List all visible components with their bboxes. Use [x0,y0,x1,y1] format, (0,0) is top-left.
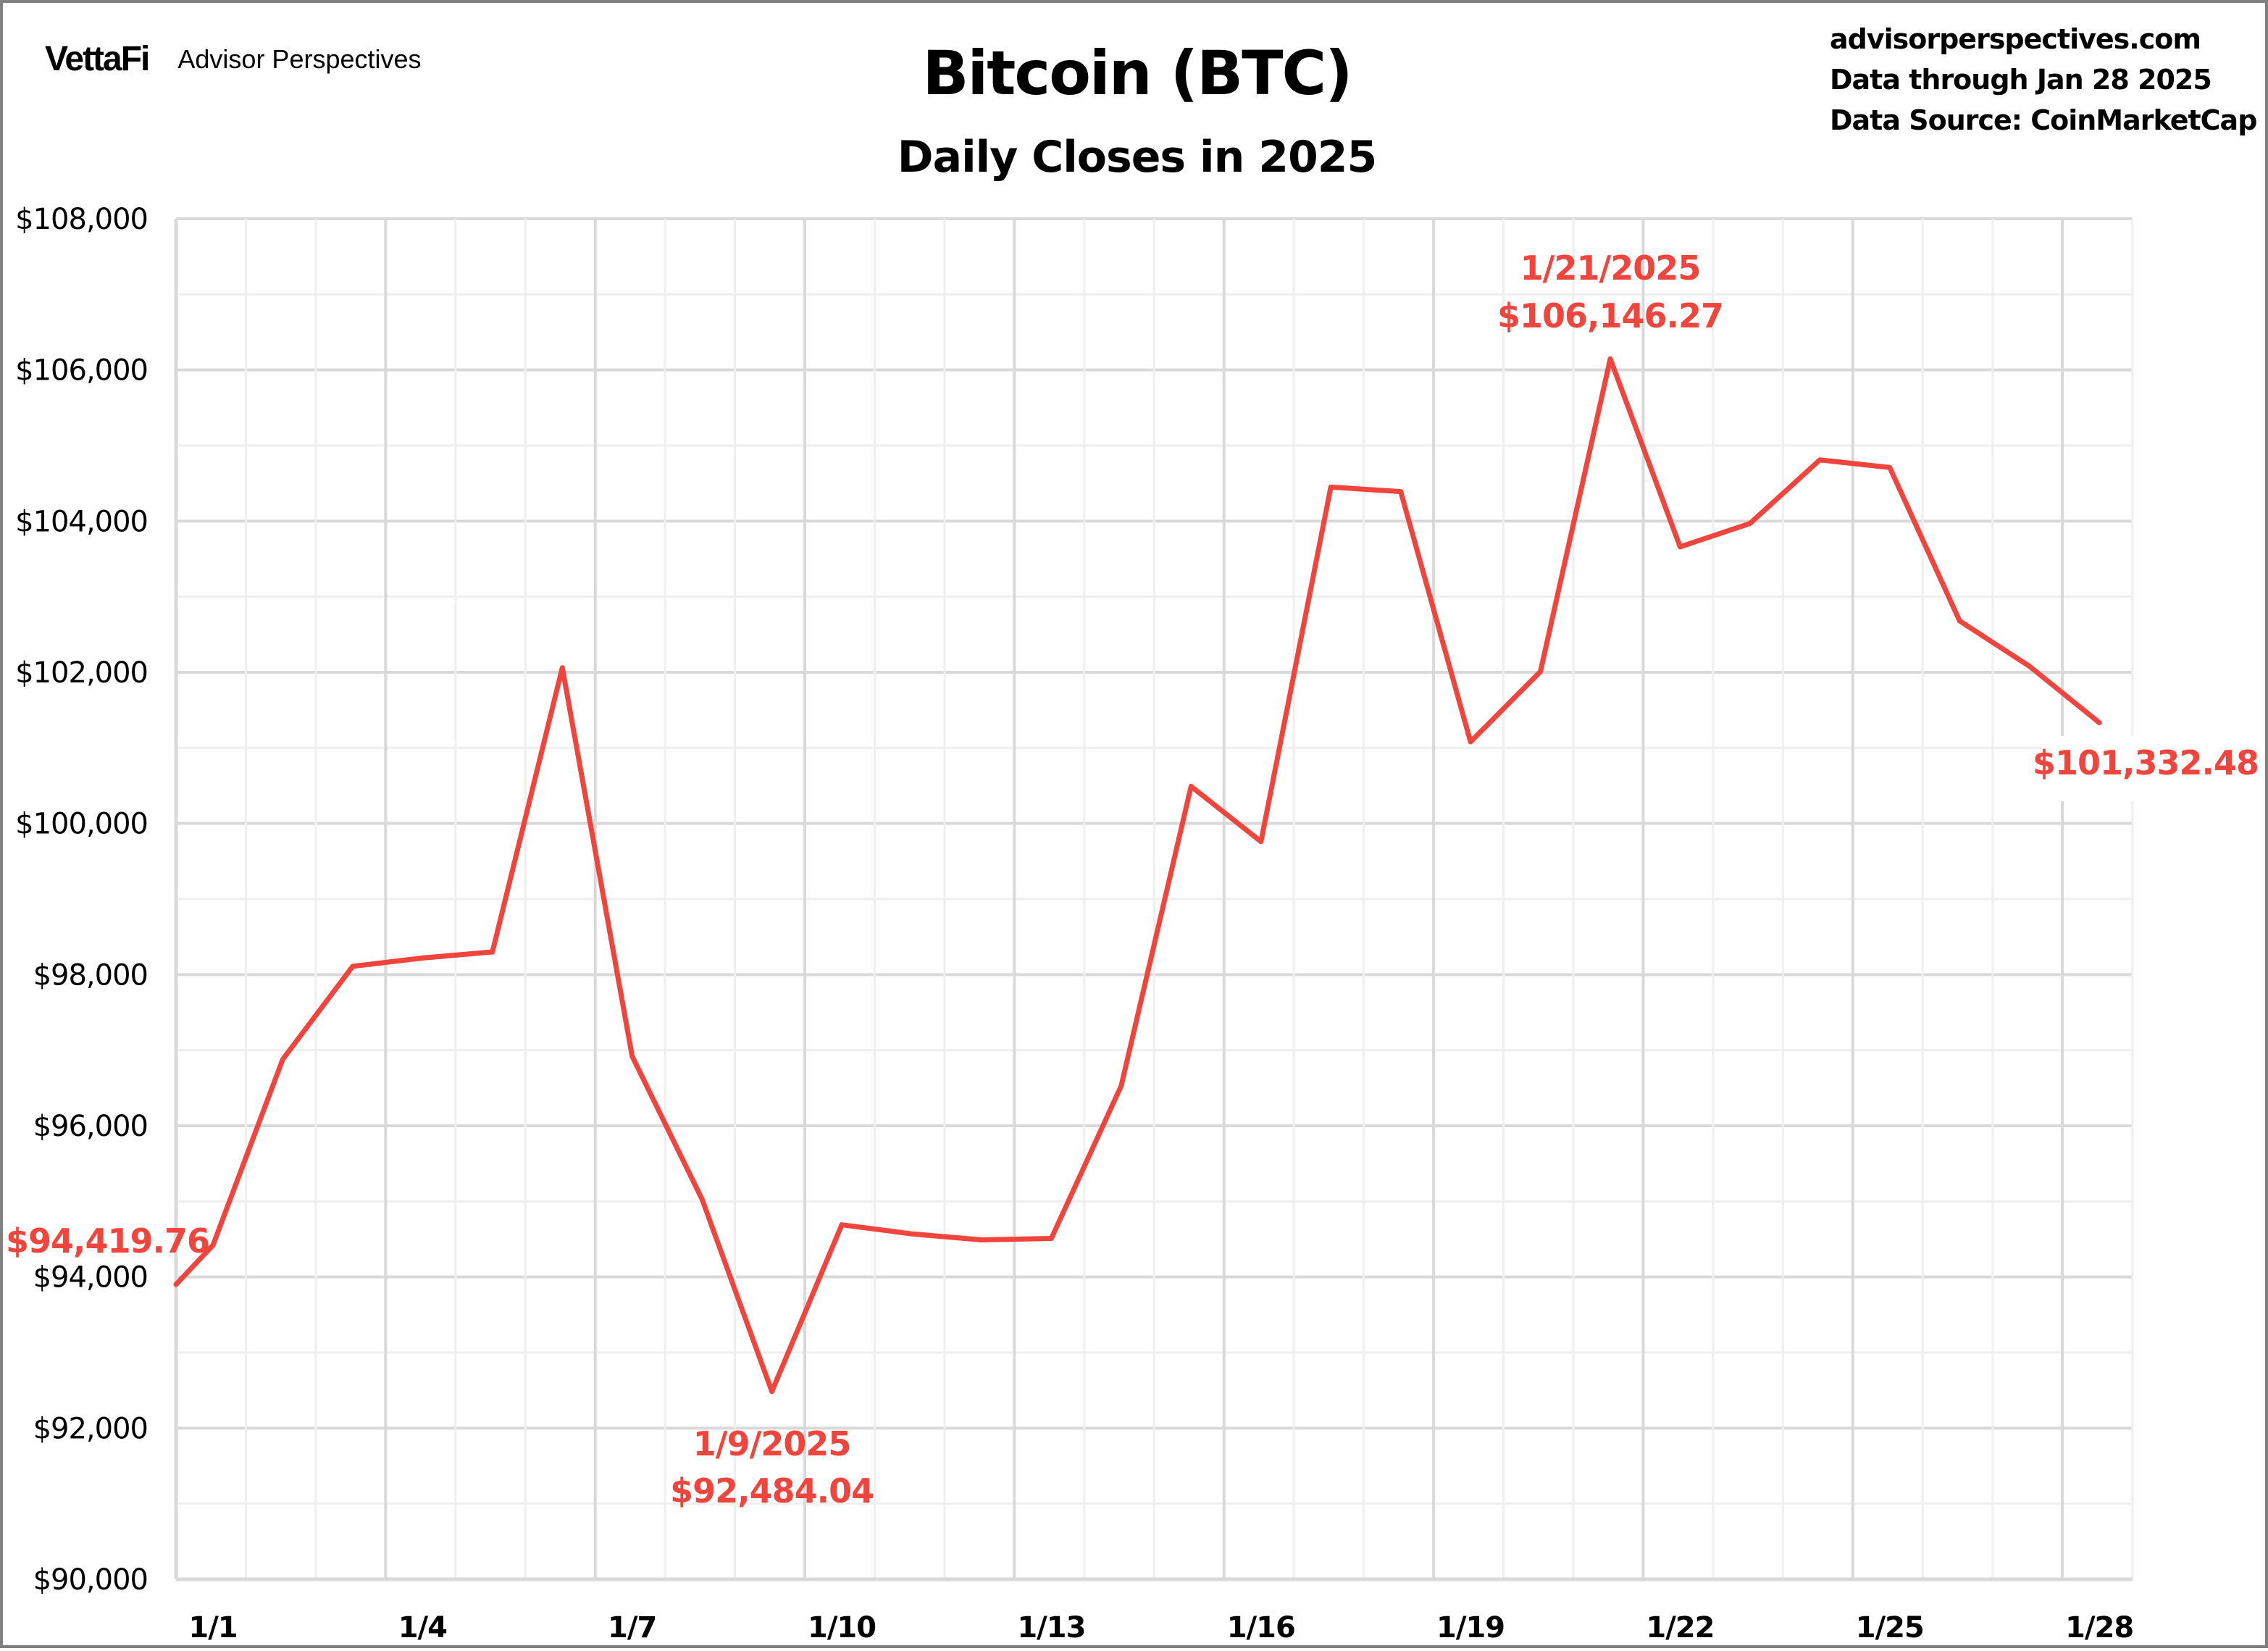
x-tick-label: 1/13 [1017,1611,1085,1644]
end-value-label: $101,332.48 [2033,743,2259,782]
annotations: $94,419.76 1/9/2025 $92,484.04 1/21/2025 $10… [3,248,2259,1510]
y-tick-label: $90,000 [33,1563,148,1597]
x-tick-label: 1/19 [1436,1611,1505,1644]
x-axis: 1/1 1/4 1/7 1/10 1/13 1/16 1/19 1/22 1/25 1/28 [188,1611,2134,1644]
y-tick-label: $104,000 [15,505,148,538]
x-tick-label: 1/1 [188,1611,237,1644]
chart-title: Bitcoin (BTC) [922,38,1352,109]
source-data-through: Data through Jan 28 2025 [1830,64,2212,96]
btc-price-line [173,356,2102,1395]
brand-name: Advisor Perspectives [177,43,422,74]
x-tick-label: 1/7 [608,1611,656,1644]
x-tick-label: 1/22 [1646,1611,1714,1644]
vettafi-logo: VettaFi [45,40,150,78]
start-value-label: $94,419.76 [6,1221,209,1261]
x-tick-label: 1/16 [1227,1611,1295,1644]
brand: VettaFi Advisor Perspectives [45,39,422,79]
source-website: advisorperspectives.com [1830,23,2201,55]
gridlines [174,217,2134,1581]
line-chart: $90,000 $92,000 $94,000 $96,000 $98,000 $100,… [3,203,2259,1644]
high-value-label: $106,146.27 [1497,296,1723,335]
y-tick-label: $102,000 [15,656,148,690]
high-date-label: 1/21/2025 [1520,248,1701,288]
y-tick-label: $98,000 [33,958,148,992]
y-tick-label: $96,000 [33,1110,148,1143]
x-tick-label: 1/10 [808,1611,876,1644]
y-tick-label: $108,000 [15,203,148,236]
low-value-label: $92,484.04 [670,1471,874,1510]
x-tick-label: 1/28 [2065,1611,2133,1644]
x-tick-label: 1/4 [398,1611,447,1644]
low-date-label: 1/9/2025 [693,1424,851,1463]
y-axis: $90,000 $92,000 $94,000 $96,000 $98,000 $100,… [15,203,148,1597]
source-info: advisorperspectives.com Data through Jan… [1830,19,2257,141]
y-tick-label: $94,000 [33,1261,148,1295]
x-tick-label: 1/25 [1856,1611,1924,1644]
y-tick-label: $100,000 [15,808,148,841]
chart-subtitle: Daily Closes in 2025 [897,132,1377,183]
y-tick-label: $106,000 [15,354,148,388]
source-data-source: Data Source: CoinMarketCap [1830,104,2257,136]
y-tick-label: $92,000 [33,1412,148,1445]
